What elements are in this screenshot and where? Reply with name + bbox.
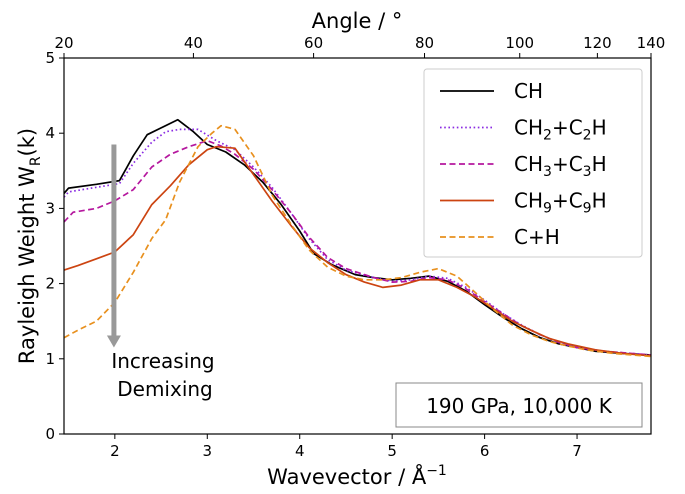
legend-label: CH bbox=[514, 79, 543, 103]
top-tick-label: 80 bbox=[415, 34, 434, 52]
series-line-4 bbox=[63, 145, 652, 357]
x-axis-title: Wavevector / Å−1 bbox=[267, 463, 447, 489]
y-tick-label: 5 bbox=[45, 49, 55, 67]
top-tick-label: 120 bbox=[583, 34, 612, 52]
y-axis-title-main: Rayleigh Weight W bbox=[15, 166, 39, 364]
y-axis-title-arg: (k) bbox=[15, 128, 39, 157]
y-tick-label: 0 bbox=[45, 425, 55, 443]
condition-text: 190 GPa, 10,000 K bbox=[426, 394, 613, 418]
top-tick-label: 140 bbox=[637, 34, 666, 52]
x-tick-label: 2 bbox=[110, 442, 120, 460]
x-tick-label: 7 bbox=[572, 442, 582, 460]
annotation-line1: Increasing bbox=[111, 349, 214, 373]
x-tick-label: 3 bbox=[203, 442, 213, 460]
series-line-5 bbox=[63, 124, 652, 358]
y-tick-label: 4 bbox=[45, 124, 55, 142]
y-tick-label: 2 bbox=[45, 275, 55, 293]
y-tick-label: 1 bbox=[45, 350, 55, 368]
y-axis-title: Rayleigh Weight WR(k) bbox=[15, 128, 44, 364]
x-axis-title-main: Wavevector / Å bbox=[267, 463, 427, 489]
legend-label: C+H bbox=[514, 225, 560, 249]
top-tick-label: 60 bbox=[304, 34, 323, 52]
arrow-head bbox=[106, 335, 121, 348]
series-lines bbox=[63, 118, 652, 358]
top-tick-label: 100 bbox=[505, 34, 534, 52]
legend-label: CH3+C3H bbox=[514, 152, 607, 180]
x-tick-label: 5 bbox=[387, 442, 397, 460]
legend-label: CH2+C2H bbox=[514, 116, 607, 144]
x-tick-label: 4 bbox=[295, 442, 305, 460]
legend: CH CH2+C2H CH3+C3H CH9+C9H C+H bbox=[423, 68, 643, 258]
y-axis-title-sub: R bbox=[28, 156, 44, 166]
annotation-line2: Demixing bbox=[117, 377, 213, 401]
legend-box bbox=[423, 68, 643, 258]
plot-frame bbox=[63, 57, 652, 435]
legend-entries: CH CH2+C2H CH3+C3H CH9+C9H C+H bbox=[440, 79, 607, 249]
demixing-arrow bbox=[106, 144, 121, 348]
legend-label: CH9+C9H bbox=[514, 189, 607, 217]
top-axis-ticks: 20 40 60 80 100 120 140 bbox=[54, 34, 665, 58]
top-tick-label: 40 bbox=[184, 34, 203, 52]
condition-box bbox=[395, 382, 643, 428]
x-axis-title-sup: −1 bbox=[426, 463, 447, 479]
top-tick-label: 20 bbox=[54, 34, 73, 52]
x-tick-label: 6 bbox=[480, 442, 490, 460]
x-axis-ticks: 2 3 4 5 6 7 bbox=[110, 434, 582, 460]
y-axis-ticks: 0 1 2 3 4 5 bbox=[45, 49, 64, 443]
y-tick-label: 3 bbox=[45, 199, 55, 217]
top-axis-title: Angle / ° bbox=[312, 9, 403, 33]
